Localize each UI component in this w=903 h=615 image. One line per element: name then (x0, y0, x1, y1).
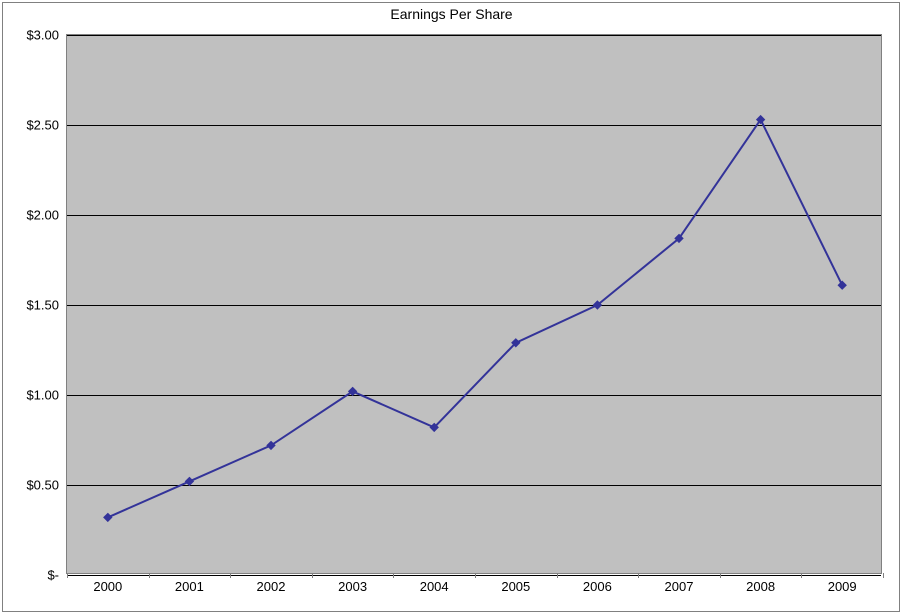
eps-line-chart: Earnings Per Share $-$0.50$1.00$1.50$2.0… (0, 0, 903, 615)
x-tick-label: 2002 (257, 573, 286, 594)
y-tick-label: $2.50 (26, 118, 67, 133)
x-tick-label: 2005 (501, 573, 530, 594)
x-tick-label: 2003 (338, 573, 367, 594)
x-tick-label: 2009 (828, 573, 857, 594)
x-tick-label: 2007 (665, 573, 694, 594)
x-tick-label: 2004 (420, 573, 449, 594)
plot-area: $-$0.50$1.00$1.50$2.00$2.50$3.0020002001… (66, 34, 882, 574)
y-tick-label: $0.50 (26, 478, 67, 493)
x-tick-label: 2000 (93, 573, 122, 594)
x-tick-label: 2006 (583, 573, 612, 594)
x-tick-label: 2008 (746, 573, 775, 594)
y-tick-label: $1.50 (26, 298, 67, 313)
y-tick-label: $2.00 (26, 208, 67, 223)
chart-title: Earnings Per Share (0, 6, 903, 22)
series-svg (67, 35, 883, 575)
y-tick-label: $- (47, 568, 67, 583)
y-tick-label: $3.00 (26, 28, 67, 43)
data-point-marker (185, 477, 193, 485)
data-point-marker (838, 281, 846, 289)
data-point-marker (104, 513, 112, 521)
x-tick-label: 2001 (175, 573, 204, 594)
y-tick-label: $1.00 (26, 388, 67, 403)
series-line (108, 120, 842, 518)
x-tick-mark (883, 573, 884, 578)
